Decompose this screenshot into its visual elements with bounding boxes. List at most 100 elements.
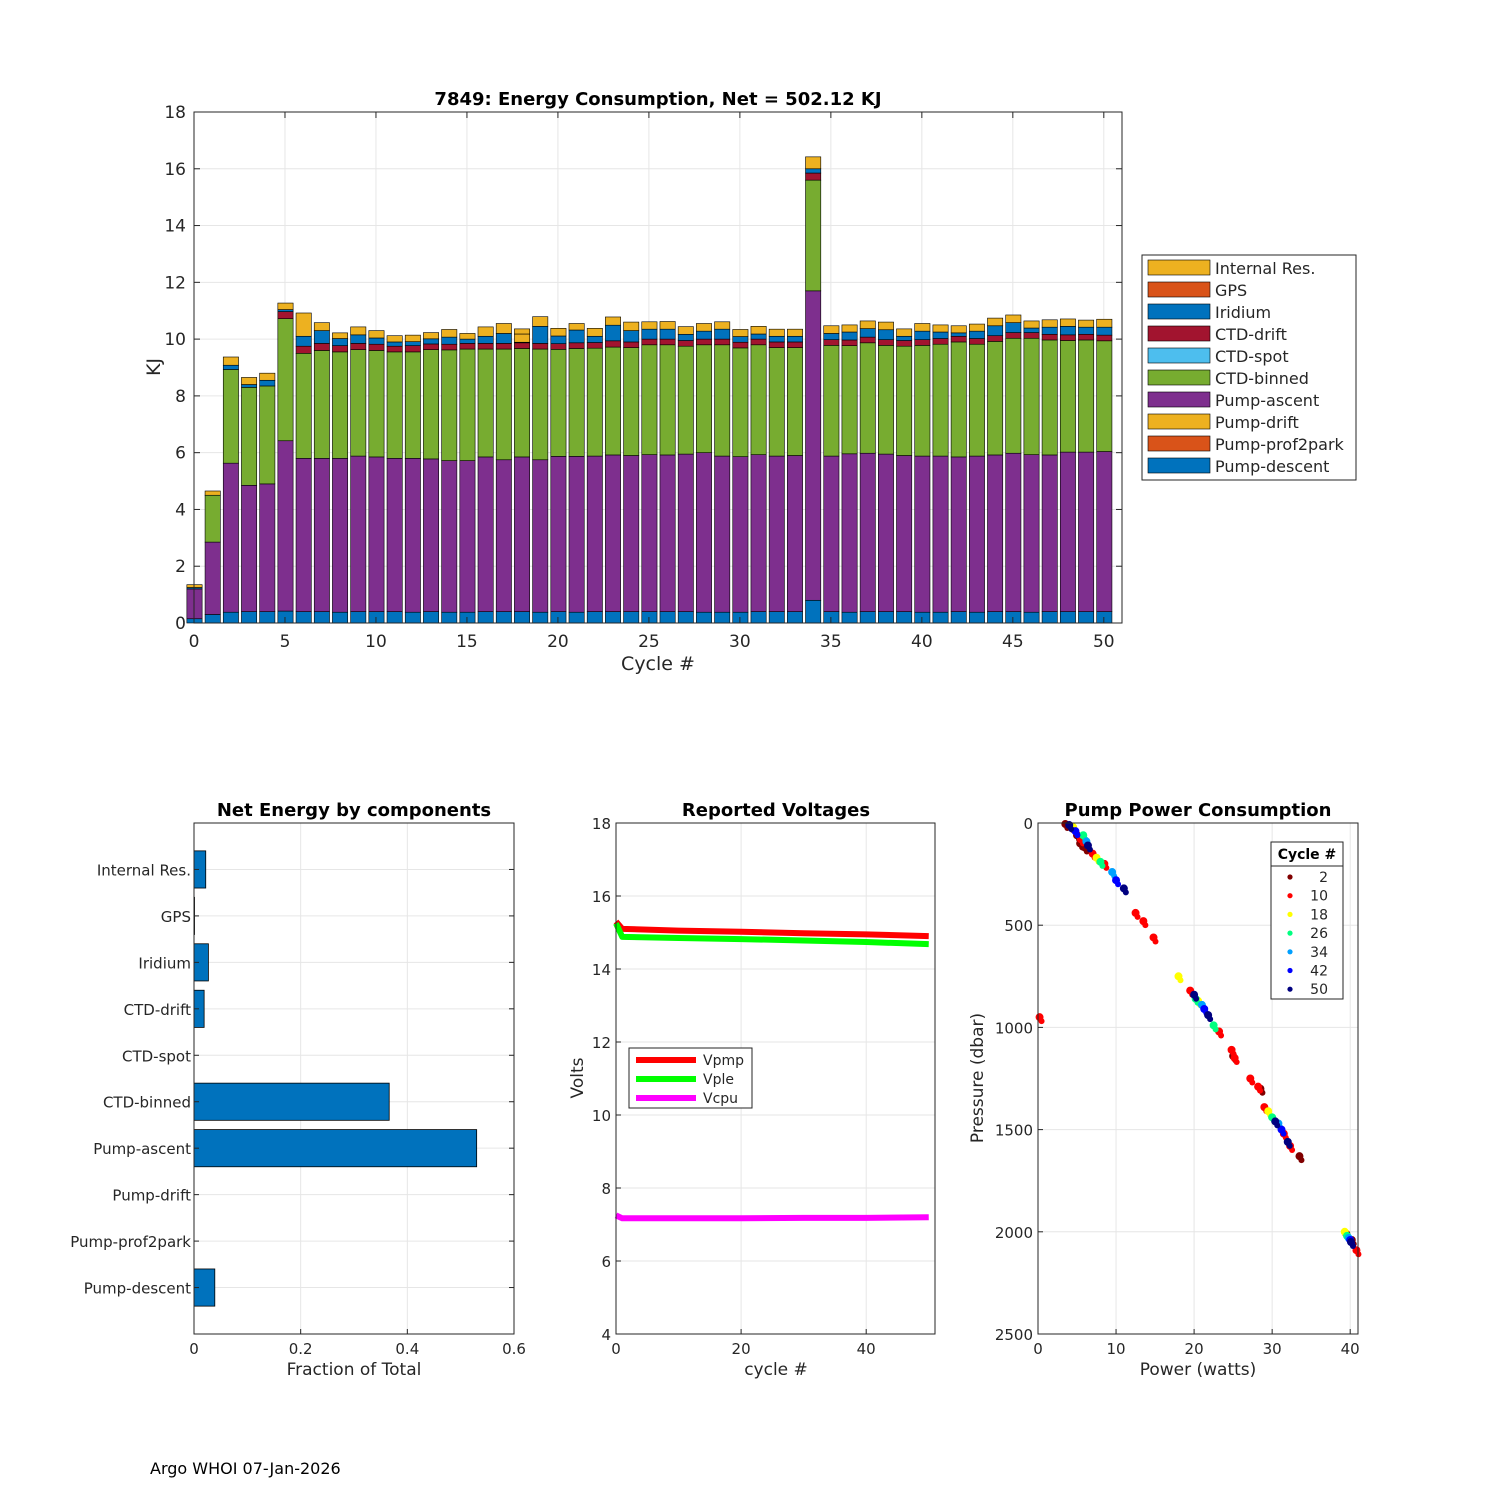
energy-bar-segment bbox=[1005, 337, 1022, 454]
energy-bar-segment bbox=[495, 343, 512, 350]
energy-bar-segment bbox=[350, 334, 367, 344]
energy-ytick-label: 12 bbox=[164, 273, 186, 293]
energy-legend-swatch bbox=[1147, 369, 1211, 386]
energy-bar-segment bbox=[1096, 334, 1113, 342]
energy-bar-segment bbox=[768, 341, 785, 348]
energy-bar-segment bbox=[459, 460, 476, 613]
energy-bar-segment bbox=[459, 343, 476, 350]
energy-bar-segment bbox=[423, 458, 439, 612]
pump-data-point bbox=[1207, 1016, 1214, 1023]
energy-legend-label: CTD-spot bbox=[1215, 347, 1289, 366]
energy-bar-segment bbox=[750, 611, 767, 624]
energy-bar-segment bbox=[332, 345, 349, 353]
energy-consumption-chart: 0 2 4 6 8 10 12 14 16 18 0 5 10 15 20 25 30 35 40 45 50 7849… bbox=[143, 89, 1357, 675]
energy-bar-segment bbox=[277, 302, 294, 310]
energy-bar-segment bbox=[1078, 326, 1095, 335]
pump-data-point bbox=[1218, 1032, 1225, 1039]
pump-power-ylabel: Pressure (dbar) bbox=[968, 1013, 988, 1143]
energy-bar-segment bbox=[914, 345, 931, 457]
energy-bar-segment bbox=[677, 453, 694, 612]
energy-bar-segment bbox=[477, 326, 494, 337]
energy-bar-segment bbox=[313, 330, 330, 344]
voltages-chart: 4 6 8 10 12 14 16 18 0 20 40 Reported Voltages cyc… bbox=[568, 800, 936, 1380]
energy-bar-segment bbox=[550, 335, 567, 344]
energy-bar-segment bbox=[241, 611, 258, 624]
energy-bar-segment bbox=[204, 494, 221, 543]
energy-bar-segment bbox=[805, 179, 822, 292]
energy-bar-segment bbox=[696, 330, 712, 340]
volt-ytick-label: 12 bbox=[592, 1034, 611, 1052]
energy-bar-segment bbox=[495, 323, 512, 334]
pump-legend-label: 26 bbox=[1310, 926, 1328, 942]
pump-data-point bbox=[1349, 1243, 1356, 1250]
volt-series-line bbox=[614, 1212, 929, 1222]
volt-series-line bbox=[613, 919, 929, 940]
energy-bar-segment bbox=[878, 453, 894, 612]
energy-bar-segment bbox=[878, 339, 894, 346]
energy-bar-segment bbox=[841, 345, 858, 455]
energy-bar-segment bbox=[459, 338, 476, 344]
energy-bar-segment bbox=[586, 335, 603, 343]
energy-bar-segment bbox=[823, 333, 840, 340]
net-xtick-label: 0.4 bbox=[395, 1340, 419, 1358]
energy-bar-segment bbox=[641, 328, 658, 340]
energy-ytick-label: 16 bbox=[164, 160, 186, 180]
energy-bar-segment bbox=[878, 329, 894, 340]
energy-bar-segment bbox=[805, 290, 822, 601]
energy-legend-label: Pump-drift bbox=[1215, 413, 1299, 432]
net-energy-chart: 0 0.2 0.4 0.6 Internal Res. GPS Iridium CTD-dri… bbox=[70, 800, 526, 1380]
energy-bar-segment bbox=[386, 351, 403, 459]
energy-legend-swatch bbox=[1147, 259, 1211, 276]
energy-bar-segment bbox=[423, 611, 439, 624]
net-category-label: Pump-ascent bbox=[93, 1140, 191, 1158]
energy-bar-segment bbox=[313, 350, 330, 459]
energy-bar-segment bbox=[659, 454, 676, 612]
pump-data-point bbox=[1099, 862, 1106, 869]
energy-bar-segment bbox=[641, 454, 658, 612]
energy-bar-segment bbox=[295, 312, 312, 337]
energy-bar-segment bbox=[605, 611, 621, 624]
energy-bar-segment bbox=[477, 348, 494, 458]
energy-bar-segment bbox=[732, 347, 749, 457]
energy-bar-segment bbox=[968, 343, 985, 457]
energy-bar-segment bbox=[641, 344, 658, 455]
pump-data-point bbox=[1274, 1122, 1281, 1129]
energy-bar-segment bbox=[1005, 452, 1022, 612]
energy-bar-segment bbox=[1078, 319, 1095, 328]
energy-bar-segment bbox=[1078, 451, 1095, 612]
net-category-label: Iridium bbox=[138, 954, 191, 972]
energy-bar-segment bbox=[423, 349, 439, 460]
energy-bar-segment bbox=[677, 340, 694, 347]
energy-xtick-label: 10 bbox=[365, 632, 387, 652]
energy-bar-segment bbox=[241, 485, 258, 612]
energy-bar-segment bbox=[368, 343, 385, 351]
pump-legend-marker bbox=[1287, 911, 1293, 918]
energy-bar-segment bbox=[605, 324, 621, 342]
volt-legend-label: Vcpu bbox=[703, 1091, 738, 1107]
net-xtick-label: 0.6 bbox=[502, 1340, 526, 1358]
pump-ytick-label: 0 bbox=[1023, 815, 1033, 833]
energy-bar-segment bbox=[659, 611, 676, 624]
energy-bar-segment bbox=[313, 322, 330, 331]
energy-bar-segment bbox=[987, 454, 1004, 612]
pump-legend-marker bbox=[1287, 986, 1293, 992]
pump-legend-marker bbox=[1287, 967, 1293, 974]
energy-bar-segment bbox=[404, 334, 421, 342]
energy-bar-segment bbox=[768, 455, 785, 612]
energy-bar-segment bbox=[823, 455, 840, 612]
net-energy-title: Net Energy by components bbox=[217, 800, 491, 821]
energy-bar-segment bbox=[295, 611, 312, 624]
net-category-label: CTD-binned bbox=[103, 1094, 191, 1112]
energy-bar-segment bbox=[950, 341, 967, 458]
voltages-title: Reported Voltages bbox=[682, 800, 870, 821]
energy-bar-segment bbox=[277, 311, 294, 319]
energy-bar-segment bbox=[423, 338, 439, 345]
net-xtick-label: 0.2 bbox=[289, 1340, 313, 1358]
energy-bar-segment bbox=[896, 345, 913, 456]
energy-ytick-label: 14 bbox=[164, 217, 186, 237]
pump-data-point bbox=[1086, 846, 1093, 853]
energy-bar-segment bbox=[277, 318, 294, 442]
energy-bar-segment bbox=[222, 462, 239, 613]
energy-bar-segment bbox=[659, 321, 676, 330]
